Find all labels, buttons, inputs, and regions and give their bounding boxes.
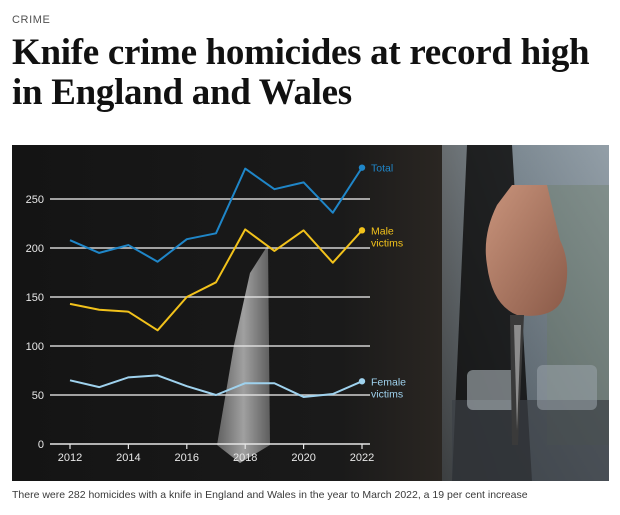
y-tick-label-250: 250: [26, 194, 44, 206]
x-tick-label-2018: 2018: [233, 452, 257, 464]
end-marker-total: [358, 164, 366, 171]
figure-caption: There were 282 homicides with a knife in…: [12, 489, 528, 501]
series-lines: [69, 164, 366, 398]
y-tick-label-50: 50: [32, 390, 44, 402]
x-tick-label-2020: 2020: [291, 452, 315, 464]
y-tick-label-200: 200: [26, 243, 44, 255]
series-label-line: Male: [371, 225, 394, 237]
series-label-total: Total: [371, 163, 393, 175]
series-label-line: Female: [371, 376, 406, 388]
y-tick-label-150: 150: [26, 292, 44, 304]
x-tick-label-2016: 2016: [175, 452, 199, 464]
x-tick-label-2012: 2012: [58, 452, 82, 464]
headline: Knife crime homicides at record high in …: [12, 32, 590, 113]
series-label-line: victims: [371, 237, 403, 249]
series-label-female-victims: Female victims: [371, 376, 406, 400]
axes: 0 50 100 150 200 250 2012 2014 2016 2018 2020 2022: [26, 194, 375, 464]
background-photo: [12, 145, 609, 481]
series-label-male-victims: Male victims: [371, 225, 403, 249]
x-tick-label-2022: 2022: [350, 452, 374, 464]
x-tick-label-2014: 2014: [116, 452, 140, 464]
series-label-line: Total: [371, 163, 393, 175]
end-marker-male-victims: [358, 227, 366, 234]
end-marker-female-victims: [358, 378, 366, 385]
y-tick-label-100: 100: [26, 341, 44, 353]
series-label-line: victims: [371, 388, 403, 400]
chart-figure: 0 50 100 150 200 250 2012 2014 2016 2018 2020 2022 …: [12, 145, 609, 481]
y-tick-label-0: 0: [38, 439, 44, 451]
section-label[interactable]: CRIME: [12, 14, 51, 26]
